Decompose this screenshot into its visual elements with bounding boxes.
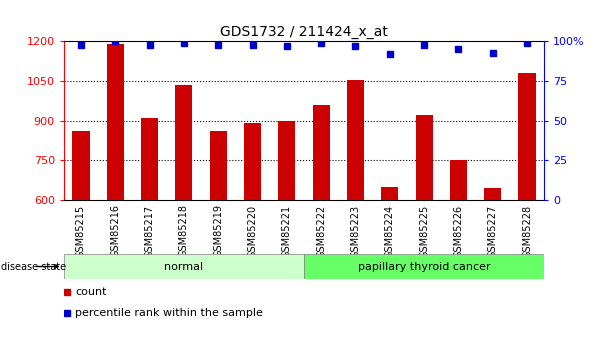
Text: GSM85222: GSM85222 xyxy=(316,204,326,258)
Bar xyxy=(278,121,295,345)
Text: GSM85223: GSM85223 xyxy=(350,204,361,257)
Bar xyxy=(72,131,89,345)
Text: GSM85221: GSM85221 xyxy=(282,204,292,257)
Bar xyxy=(107,44,124,345)
FancyBboxPatch shape xyxy=(64,254,304,279)
Text: GSM85220: GSM85220 xyxy=(247,204,258,257)
Bar xyxy=(313,105,330,345)
Text: percentile rank within the sample: percentile rank within the sample xyxy=(75,308,263,318)
Bar xyxy=(347,80,364,345)
Text: count: count xyxy=(75,287,107,297)
Bar xyxy=(484,188,501,345)
Text: GSM85224: GSM85224 xyxy=(385,204,395,257)
Bar xyxy=(141,118,158,345)
Text: GSM85228: GSM85228 xyxy=(522,204,532,257)
FancyBboxPatch shape xyxy=(304,254,544,279)
Text: GSM85216: GSM85216 xyxy=(110,204,120,257)
Text: GSM85226: GSM85226 xyxy=(454,204,463,257)
Bar xyxy=(244,122,261,345)
Text: normal: normal xyxy=(164,262,204,272)
Text: GSM85215: GSM85215 xyxy=(76,204,86,257)
Bar xyxy=(175,85,193,345)
Text: GSM85225: GSM85225 xyxy=(419,204,429,258)
Bar xyxy=(415,116,433,345)
Text: disease state: disease state xyxy=(1,262,66,272)
Text: GSM85217: GSM85217 xyxy=(145,204,154,257)
Text: papillary thyroid cancer: papillary thyroid cancer xyxy=(358,262,491,272)
Text: GSM85218: GSM85218 xyxy=(179,204,189,257)
Text: GSM85227: GSM85227 xyxy=(488,204,498,258)
Bar xyxy=(210,131,227,345)
Bar xyxy=(519,73,536,345)
Bar xyxy=(381,187,398,345)
Bar xyxy=(450,160,467,345)
Title: GDS1732 / 211424_x_at: GDS1732 / 211424_x_at xyxy=(220,25,388,39)
Text: GSM85219: GSM85219 xyxy=(213,204,223,257)
